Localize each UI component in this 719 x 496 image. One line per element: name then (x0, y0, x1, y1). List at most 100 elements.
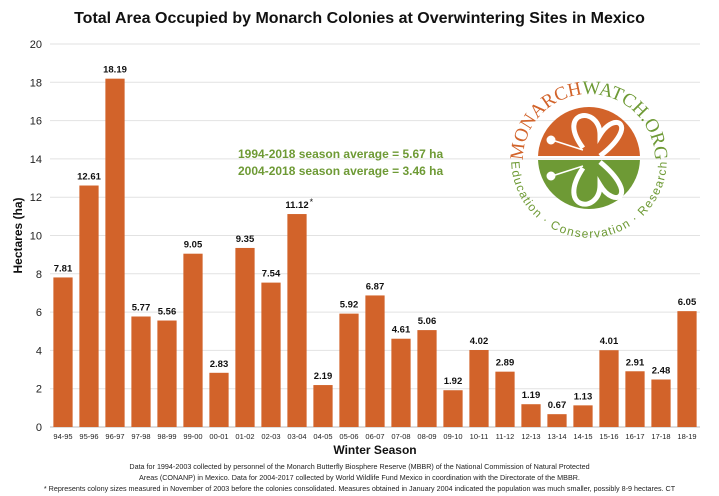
bar (651, 379, 671, 427)
bar (469, 350, 489, 427)
footnote-3: * Represents colony sizes measured in No… (43, 484, 676, 493)
y-tick-label: 16 (30, 116, 42, 128)
bar (625, 371, 645, 427)
x-tick-label: 13-14 (547, 432, 566, 441)
data-label: 4.61 (392, 325, 411, 336)
bar (677, 311, 697, 427)
data-label: 5.77 (132, 303, 151, 314)
data-label: 6.87 (366, 281, 385, 292)
bar (157, 320, 177, 427)
data-label: 9.05 (184, 240, 203, 251)
bar (313, 385, 333, 427)
x-tick-label: 01-02 (235, 432, 254, 441)
bar (417, 330, 437, 427)
y-tick-label: 18 (30, 77, 42, 89)
x-tick-label: 09-10 (443, 432, 462, 441)
y-tick-label: 20 (30, 39, 42, 51)
data-label: 6.05 (678, 297, 697, 308)
footnotes: Data for 1994-2003 collected by personne… (0, 461, 719, 494)
average-1994-2018: 1994-2018 season average = 5.67 ha (238, 147, 444, 161)
x-tick-label: 94-95 (53, 432, 72, 441)
x-tick-label: 14-15 (573, 432, 592, 441)
average-2004-2018: 2004-2018 season average = 3.46 ha (238, 164, 444, 178)
y-tick-label: 0 (36, 422, 42, 434)
data-label: 5.06 (418, 316, 437, 327)
bar (547, 414, 567, 427)
y-axis-label: Hectares (ha) (11, 197, 25, 273)
x-tick-label: 10-11 (470, 432, 489, 441)
x-tick-label: 06-07 (365, 432, 384, 441)
x-tick-label: 07-08 (391, 432, 410, 441)
data-label: 11.12 (285, 200, 308, 211)
y-tick-label: 10 (30, 231, 42, 243)
y-tick-label: 6 (36, 307, 42, 319)
bar (521, 404, 541, 427)
footnote-1: Data for 1994-2003 collected by personne… (129, 462, 590, 471)
y-tick-label: 12 (30, 192, 42, 204)
data-label: 7.54 (262, 269, 281, 280)
bar (365, 295, 385, 427)
data-label: 1.13 (574, 391, 593, 402)
bar (209, 372, 229, 427)
x-tick-label: 16-17 (625, 432, 644, 441)
data-label: 2.91 (626, 357, 645, 368)
x-tick-label: 00-01 (209, 432, 228, 441)
asterisk-marker: * (310, 197, 314, 207)
bar (235, 247, 255, 427)
x-tick-label: 97-98 (131, 432, 150, 441)
data-label: 18.19 (103, 65, 127, 76)
bar (287, 214, 307, 427)
x-tick-label: 17-18 (651, 432, 670, 441)
y-tick-label: 2 (36, 384, 42, 396)
data-label: 2.83 (210, 359, 229, 370)
data-label: 0.67 (548, 400, 567, 411)
x-tick-label: 12-13 (521, 432, 540, 441)
data-label: 5.92 (340, 300, 359, 311)
y-tick-label: 8 (36, 269, 42, 281)
x-tick-label: 99-00 (183, 432, 202, 441)
bar (599, 350, 619, 427)
bar (261, 282, 281, 427)
x-tick-label: 03-04 (287, 432, 306, 441)
x-tick-label: 02-03 (261, 432, 280, 441)
x-tick-label: 96-97 (105, 432, 124, 441)
x-tick-label: 05-06 (339, 432, 358, 441)
data-label: 4.01 (600, 336, 619, 347)
x-tick-label: 98-99 (157, 432, 176, 441)
data-label: 9.35 (236, 234, 255, 245)
bar (131, 316, 151, 427)
bar (183, 253, 203, 427)
bar (105, 78, 125, 427)
data-label: 2.48 (652, 366, 671, 377)
x-tick-label: 18-19 (677, 432, 696, 441)
x-tick-label: 04-05 (313, 432, 332, 441)
data-label: 12.61 (77, 172, 101, 183)
x-tick-label: 95-96 (79, 432, 98, 441)
footnote-2: Areas (CONANP) in Mexico. Data for 2004-… (139, 473, 580, 482)
bar (443, 390, 463, 427)
data-label: 7.81 (54, 263, 73, 274)
data-label: 2.89 (496, 358, 515, 369)
data-label: 2.19 (314, 371, 333, 382)
bar (391, 338, 411, 427)
averages-annotation: 1994-2018 season average = 5.67 ha 2004-… (238, 146, 443, 180)
y-tick-label: 14 (30, 154, 42, 166)
x-axis-label: Winter Season (333, 443, 416, 457)
bar (79, 185, 99, 427)
bar (53, 277, 73, 427)
chart-title: Total Area Occupied by Monarch Colonies … (74, 10, 645, 27)
data-label: 4.02 (470, 336, 489, 347)
bar (339, 313, 359, 427)
x-tick-label: 11-12 (496, 432, 515, 441)
bar (495, 371, 515, 427)
data-label: 1.19 (522, 390, 541, 401)
y-tick-label: 4 (36, 345, 42, 357)
data-label: 1.92 (444, 376, 463, 387)
bar (573, 405, 593, 427)
butterfly-icon (546, 113, 624, 207)
data-label: 5.56 (158, 307, 177, 318)
x-tick-label: 08-09 (417, 432, 436, 441)
